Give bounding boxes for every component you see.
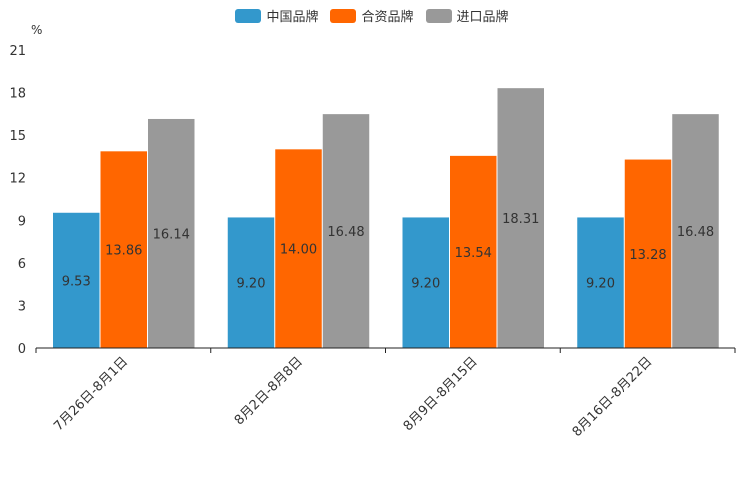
legend-label-china-brand: 中国品牌 — [266, 10, 319, 25]
x-category-label: 8月2日-8月8日 — [232, 354, 306, 428]
x-category-label: 7月26日-8月1日 — [51, 354, 131, 434]
bar-import-brand[interactable] — [497, 88, 545, 349]
data-label-joint-venture-brand: 14.00 — [280, 243, 317, 258]
x-category-label: 8月16日-8月22日 — [570, 354, 656, 440]
bar-import-brand[interactable] — [322, 114, 370, 348]
y-tick-label: 21 — [9, 44, 26, 59]
data-label-import-brand: 16.14 — [153, 227, 190, 242]
data-label-joint-venture-brand: 13.86 — [105, 244, 142, 259]
y-tick-label: 6 — [18, 257, 26, 272]
legend-item-joint-venture-brand[interactable]: 合资品牌 — [330, 6, 414, 25]
bar-import-brand[interactable] — [148, 118, 195, 348]
y-axis-unit-label: % — [31, 23, 42, 37]
data-label-china-brand: 9.20 — [411, 277, 440, 292]
legend-swatch-joint-venture-brand — [330, 8, 357, 23]
data-label-china-brand: 9.20 — [237, 277, 266, 292]
data-label-import-brand: 16.48 — [677, 225, 714, 240]
data-label-import-brand: 16.48 — [327, 225, 364, 240]
x-category-label: 8月9日-8月15日 — [401, 354, 481, 434]
legend: 中国品牌 合资品牌 进口品牌 — [0, 6, 744, 25]
data-label-joint-venture-brand: 13.28 — [629, 248, 666, 263]
legend-item-china-brand[interactable]: 中国品牌 — [235, 6, 318, 25]
bar-china-brand[interactable] — [577, 217, 624, 348]
bar-import-brand[interactable] — [672, 114, 719, 348]
legend-label-import-brand: 进口品牌 — [456, 10, 509, 25]
y-tick-label: 0 — [18, 342, 26, 357]
y-tick-label: 18 — [9, 87, 26, 102]
bar-joint-venture-brand[interactable] — [275, 149, 322, 348]
data-label-china-brand: 9.53 — [62, 274, 91, 289]
y-tick-label: 9 — [18, 214, 26, 229]
bar-china-brand[interactable] — [53, 212, 100, 348]
bar-china-brand[interactable] — [402, 217, 450, 348]
y-axis: 0 3 6 9 12 15 18 21 — [9, 44, 26, 357]
bar-joint-venture-brand[interactable] — [450, 155, 497, 348]
legend-label-joint-venture-brand: 合资品牌 — [361, 10, 414, 25]
legend-item-import-brand[interactable]: 进口品牌 — [425, 6, 509, 25]
legend-swatch-import-brand — [425, 8, 452, 23]
bar-joint-venture-brand[interactable] — [100, 151, 148, 348]
bar-joint-venture-brand[interactable] — [624, 159, 672, 348]
bars: 9.53 13.86 16.14 9.20 14.00 16.48 9.20 13.54 18.… — [53, 88, 719, 349]
y-tick-label: 3 — [18, 299, 26, 314]
data-label-import-brand: 18.31 — [502, 212, 539, 227]
bar-china-brand[interactable] — [227, 217, 275, 348]
data-label-china-brand: 9.20 — [586, 277, 615, 292]
y-tick-label: 15 — [9, 129, 26, 144]
data-label-joint-venture-brand: 13.54 — [455, 246, 492, 261]
legend-swatch-china-brand — [235, 8, 262, 23]
x-axis: 7月26日-8月1日 8月2日-8月8日 8月9日-8月15日 8月16日-8月22日 — [35, 347, 736, 440]
y-tick-label: 12 — [9, 172, 26, 187]
